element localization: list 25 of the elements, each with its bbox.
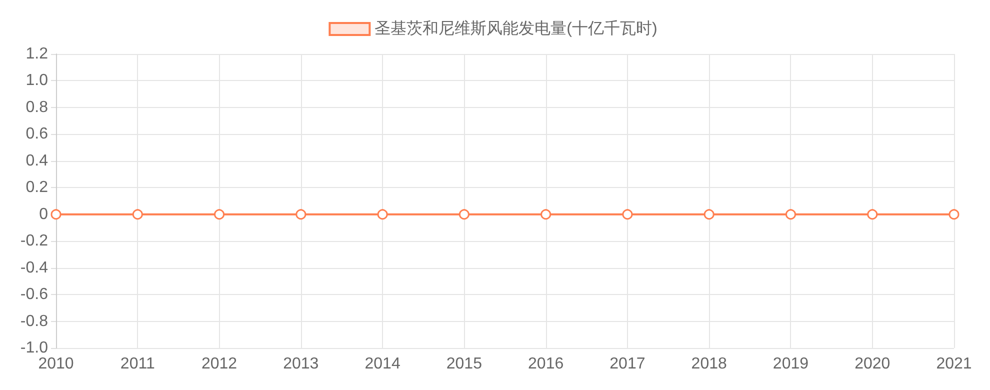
y-tick-label: 0.8 <box>26 98 48 116</box>
y-tick-label: 0 <box>39 206 48 223</box>
x-tick-label: 2012 <box>201 356 238 372</box>
x-tick-label: 2021 <box>936 356 972 372</box>
x-tick-label: 2013 <box>283 356 319 372</box>
x-tick-label: 2011 <box>120 356 155 372</box>
x-tick-label: 2016 <box>528 356 564 372</box>
x-tick-label: 2019 <box>772 356 809 372</box>
y-tick-label: -0.4 <box>20 259 48 276</box>
x-tick-label: 2017 <box>610 356 646 372</box>
y-tick-label: 0.6 <box>26 126 48 143</box>
y-tick-label: 0.4 <box>26 152 48 170</box>
y-tick-label: 0.2 <box>26 179 48 196</box>
legend-label: 圣基茨和尼维斯风能发电量(十亿千瓦时) <box>374 20 658 38</box>
x-tick-label: 2018 <box>691 356 727 372</box>
x-tick-label: 2010 <box>38 356 74 372</box>
y-tick-label: -1.0 <box>20 340 48 356</box>
y-tick-label: -0.6 <box>20 286 48 304</box>
x-tick-label: 2020 <box>854 356 890 372</box>
y-tick-label: 1.2 <box>26 46 48 62</box>
y-tick-label: 1.0 <box>26 72 48 90</box>
x-tick-label: 2014 <box>364 356 400 372</box>
y-tick-label: -0.8 <box>20 312 48 330</box>
x-tick-label: 2015 <box>446 356 482 372</box>
y-tick-label: -0.2 <box>20 232 48 250</box>
